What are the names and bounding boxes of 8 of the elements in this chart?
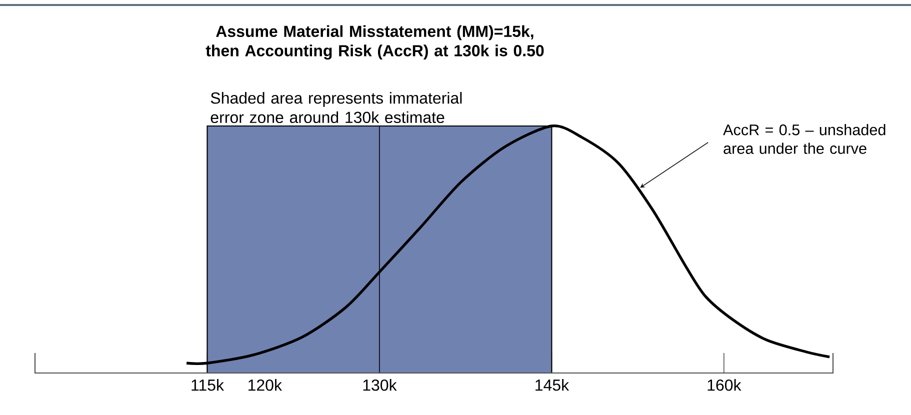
- x-tick-label: 145k: [536, 379, 570, 391]
- x-tick-label: 120k: [248, 379, 282, 391]
- annotation: AccR = 0.5 – unshaded area under the curve: [723, 124, 886, 154]
- x-tick-label: 160k: [708, 379, 742, 391]
- x-tick-label: 115k: [192, 379, 224, 391]
- x-tick-label: 130k: [363, 379, 397, 391]
- chart-title: Assume Material Misstatement (MM)=15k, then Accounting Risk (AccR) at 130k is 0.50: [206, 25, 544, 60]
- band-label: Shaded area represents immaterial error zone around 130k estimate: [210, 92, 462, 124]
